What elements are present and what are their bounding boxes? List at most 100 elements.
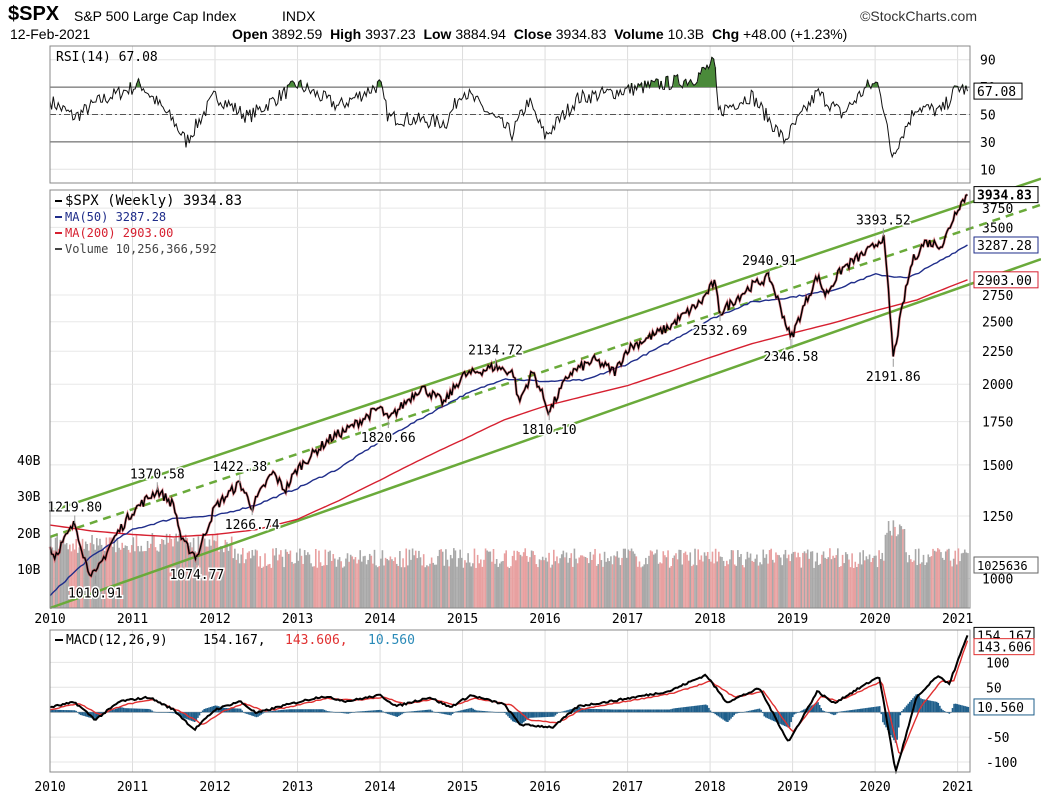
volume-bar <box>515 560 517 608</box>
volume-bar <box>558 563 560 608</box>
macd-histogram-bar <box>547 712 549 717</box>
volume-bar <box>432 563 434 608</box>
volume-bar <box>556 556 558 608</box>
macd-histogram-bar <box>831 712 833 714</box>
volume-bar <box>610 556 612 608</box>
volume-bar <box>502 561 504 608</box>
volume-bar <box>723 561 725 608</box>
macd-histogram-bar <box>398 712 400 716</box>
macd-histogram-bar <box>605 709 607 712</box>
volume-bar <box>593 555 595 608</box>
volume-bar <box>750 554 752 608</box>
volume-bar <box>229 544 231 608</box>
volume-bar <box>307 552 309 608</box>
volume-bar <box>353 559 355 608</box>
volume-bar <box>851 553 853 608</box>
macd-histogram-bar <box>681 707 683 712</box>
volume-bar <box>156 551 158 608</box>
volume-bar <box>409 550 411 608</box>
volume-bar <box>604 552 606 608</box>
macd-histogram-bar <box>566 710 568 712</box>
volume-bar <box>277 560 279 608</box>
macd-histogram-bar <box>156 712 158 713</box>
volume-bar <box>878 550 880 608</box>
ma50-last-value: 3287.28 <box>977 239 1032 254</box>
volume-bar <box>661 563 663 608</box>
volume-bar <box>423 554 425 608</box>
macd-histogram-bar <box>670 709 672 712</box>
volume-bar <box>693 565 695 608</box>
volume-bar <box>688 561 690 608</box>
macd-histogram-bar <box>384 712 386 713</box>
macd-xtick: 2018 <box>694 780 725 795</box>
volume-bar <box>421 565 423 608</box>
macd-histogram-bar <box>936 702 938 712</box>
macd-histogram-bar <box>235 708 237 712</box>
macd-histogram-bar <box>930 701 932 713</box>
macd-histogram-bar <box>707 705 709 712</box>
macd-histogram-bar <box>499 712 501 713</box>
macd-legend-label: MACD(12,26,9) <box>66 633 168 648</box>
volume-bar <box>444 566 446 608</box>
volume-bar <box>401 567 403 608</box>
signal-last-value: 143.606 <box>977 641 1032 656</box>
macd-histogram-bar <box>741 712 743 713</box>
volume-bar <box>902 529 904 608</box>
volume-bar <box>797 553 799 608</box>
volume-bar <box>567 563 569 608</box>
macd-histogram-bar <box>145 709 147 712</box>
volume-bar <box>905 552 907 608</box>
macd-histogram-bar <box>284 710 286 713</box>
volume-bar <box>61 540 63 608</box>
volume-legend: Volume 10,256,366,592 <box>65 242 217 256</box>
macd-histogram-bar <box>953 704 955 712</box>
price-xtick: 2010 <box>34 612 65 627</box>
volume-bar <box>428 566 430 608</box>
macd-histogram-bar <box>124 708 126 712</box>
volume-bar <box>804 551 806 608</box>
volume-bar <box>601 560 603 608</box>
macd-histogram-bar <box>479 711 481 713</box>
macd-histogram-bar <box>640 710 642 713</box>
volume-bar <box>253 556 255 608</box>
macd-histogram-bar <box>289 709 291 712</box>
macd-histogram-bar <box>338 712 340 713</box>
macd-histogram-bar <box>610 709 612 712</box>
volume-bar <box>685 552 687 608</box>
macd-histogram-bar <box>871 707 873 712</box>
macd-histogram-bar <box>794 712 796 714</box>
volume-bar <box>131 545 133 608</box>
volume-bar <box>872 558 874 608</box>
volume-bar <box>645 558 647 608</box>
macd-histogram-bar <box>618 710 620 713</box>
volume-bar <box>847 554 849 608</box>
macd-histogram-bar <box>264 712 266 713</box>
volume-ytick: 10B <box>17 563 41 578</box>
macd-histogram-bar <box>762 712 764 713</box>
volume-bar <box>267 564 269 608</box>
volume-bar <box>372 564 374 608</box>
macd-histogram-bar <box>705 705 707 713</box>
volume-bar <box>445 549 447 608</box>
volume-bar <box>888 521 890 608</box>
volume-bar <box>861 564 863 608</box>
macd-histogram-bar <box>760 710 762 712</box>
volume-bar <box>272 549 274 608</box>
macd-histogram-bar <box>721 712 723 718</box>
volume-bar <box>364 556 366 608</box>
volume-bar <box>597 564 599 608</box>
volume-bar <box>712 552 714 608</box>
volume-bar <box>877 567 879 608</box>
volume-bar <box>743 567 745 608</box>
volume-bar <box>643 564 645 608</box>
macd-histogram-bar <box>488 711 490 712</box>
volume-bar <box>628 550 630 608</box>
volume-bar <box>883 561 885 608</box>
volume-bar <box>724 566 726 608</box>
macd-histogram-bar <box>140 709 142 713</box>
volume-bar <box>623 549 625 608</box>
volume-bar <box>728 564 730 608</box>
volume-bar <box>378 566 380 608</box>
macd-xtick: 2015 <box>447 780 478 795</box>
volume-bar <box>866 556 868 608</box>
